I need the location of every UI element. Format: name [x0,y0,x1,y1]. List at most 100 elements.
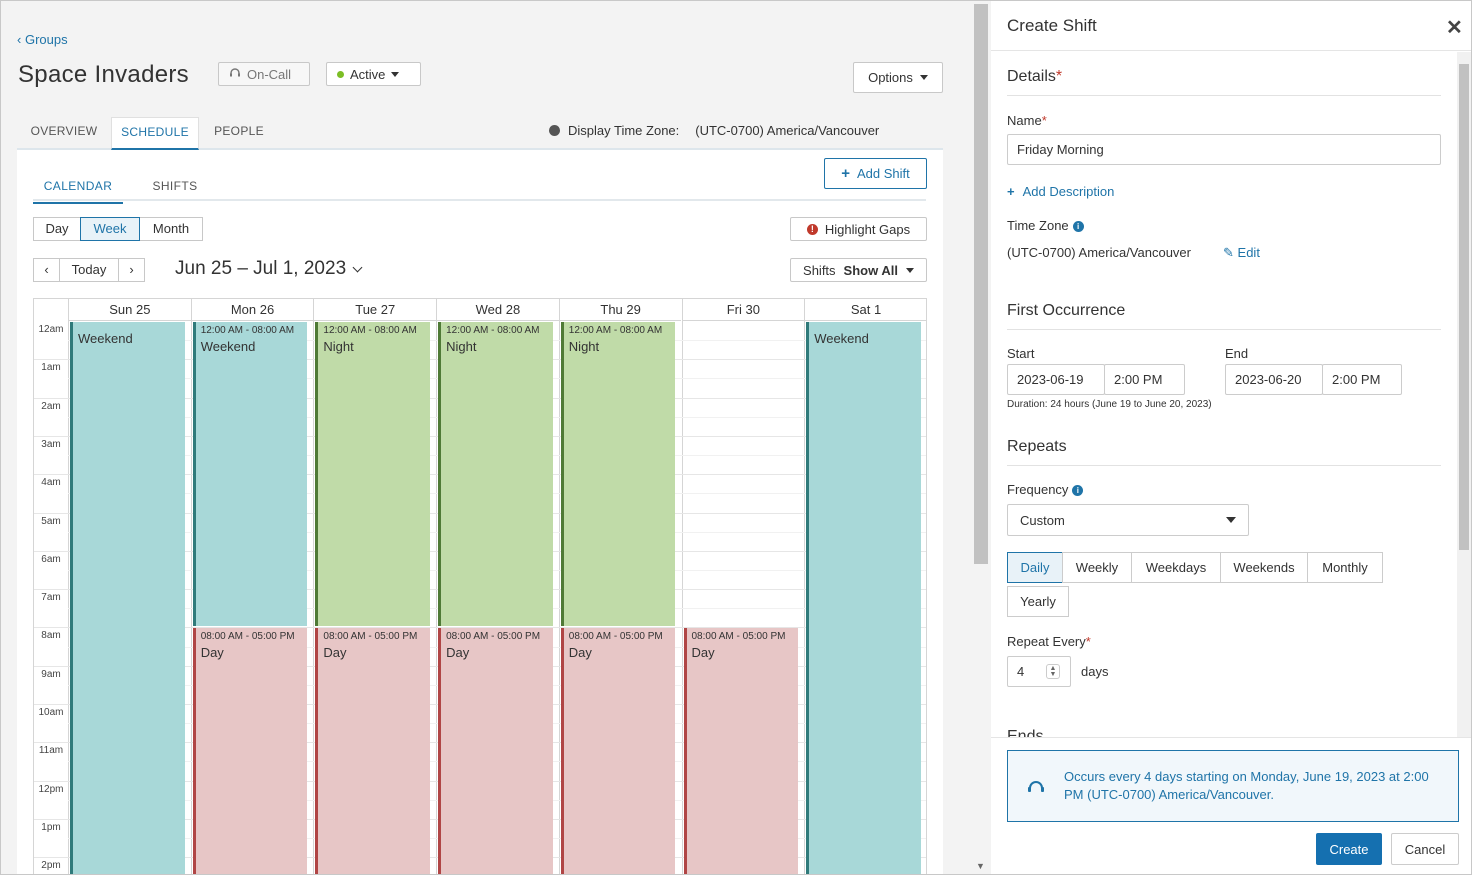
page-scrollbar[interactable]: ▼ [971,1,991,874]
shift-event[interactable]: 08:00 AM - 05:00 PM Day [438,628,553,874]
create-button[interactable]: Create [1316,833,1382,865]
day-divider [804,321,806,874]
drawer-form: Details* Name* Friday Morning + Add Descr… [991,52,1457,737]
name-label: Name* [1007,113,1047,128]
date-range-label: Jun 25 – Jul 1, 2023 [175,258,347,279]
highlight-gaps-button[interactable]: ! Highlight Gaps [790,217,927,241]
shift-event-time: 12:00 AM - 08:00 AM [568,325,663,336]
repeat-weekends-button[interactable]: Weekends [1220,552,1308,583]
today-button[interactable]: Today [59,258,119,282]
prev-week-button[interactable]: ‹ [33,258,60,282]
info-icon[interactable]: i [1072,221,1084,233]
hour-label: 1pm [41,821,61,833]
tab-overview[interactable]: OVERVIEW [30,124,98,138]
repeat-monthly-button[interactable]: Monthly [1307,552,1383,583]
shift-event[interactable]: 08:00 AM - 05:00 PM Day [560,628,676,874]
shifts-filter-value: Show All [843,262,898,278]
options-button[interactable]: Options [853,62,943,93]
recurrence-icon [1028,781,1044,792]
hour-label: 5am [41,515,61,527]
drawer-header: Create Shift ✕ [991,1,1471,51]
timezone-field-label-text: Time Zone [1007,218,1069,233]
start-date-input[interactable]: 2023-06-19 [1007,364,1105,395]
shifts-filter-label: Shifts [803,262,836,278]
repeat-unit-label: days [1081,664,1109,679]
breadcrumb-label: Groups [24,32,68,47]
caret-down-icon [1226,517,1236,523]
day-header: Tue 27 [313,299,437,321]
repeat-every-label: Repeat Every* [1007,634,1091,649]
repeat-daily-button[interactable]: Daily [1007,552,1063,583]
shift-event[interactable]: 08:00 AM - 05:00 PM Day [192,628,308,874]
tab-schedule[interactable]: SCHEDULE [111,117,199,150]
repeat-every-stepper[interactable]: 4 ▲ ▼ [1007,656,1071,687]
shift-event-time: 08:00 AM - 05:00 PM [200,631,295,643]
page-scrollbar-thumb[interactable] [974,4,988,564]
shift-event[interactable]: 12:00 AM - 08:00 AM Night [438,322,553,627]
status-dot-icon [337,70,344,78]
drawer-scrollbar[interactable] [1457,52,1471,737]
hour-label: 11am [38,745,64,757]
view-day-button[interactable]: Day [33,217,81,241]
add-description-link[interactable]: + Add Description [1007,184,1114,199]
shift-event[interactable]: 08:00 AM - 05:00 PM Day [315,628,431,874]
shifts-filter-dropdown[interactable]: Shifts Show All [790,258,927,282]
status-dropdown[interactable]: Active [326,62,421,86]
view-mode-toggle: Day Week Month [33,217,203,241]
cancel-button[interactable]: Cancel [1391,833,1459,865]
hour-label: 12am [38,324,64,335]
tab-people[interactable]: PEOPLE [214,124,264,138]
shift-event[interactable]: Weekend [70,322,185,874]
end-time-input[interactable]: 2:00 PM [1322,364,1402,395]
hour-gridline [34,627,926,629]
stepper-arrows-icon[interactable]: ▲ ▼ [1046,664,1060,679]
start-time-input[interactable]: 2:00 PM [1104,364,1185,395]
next-week-button[interactable]: › [118,258,145,282]
recurrence-summary-text: Occurs every 4 days starting on Monday, … [1064,769,1429,802]
subtab-shifts[interactable]: SHIFTS [152,179,198,193]
repeat-yearly-button[interactable]: Yearly [1007,586,1069,617]
edit-label: Edit [1237,245,1260,260]
day-divider [190,321,192,874]
day-divider [436,321,438,874]
drawer-scrollbar-thumb[interactable] [1459,64,1469,550]
breadcrumb-groups[interactable]: ‹ Groups [17,32,68,47]
week-calendar: Sun 25 Mon 26 Tue 27 Wed 28 Thu 29 Fri 30 Sat … [33,298,927,874]
status-label: Active [350,66,386,82]
hour-label: 2am [41,400,61,412]
shift-event-name: Day [200,645,224,661]
edit-timezone-link[interactable]: ✎ Edit [1223,245,1260,261]
shift-event[interactable]: 12:00 AM - 08:00 AM Weekend [192,322,308,627]
shift-event-name: Night [446,339,477,354]
view-week-button[interactable]: Week [80,217,140,241]
repeat-weekdays-button[interactable]: Weekdays [1131,552,1221,583]
frequency-select[interactable]: Custom [1007,504,1249,536]
shift-event-time: 08:00 AM - 05:00 PM [568,631,663,643]
info-icon[interactable]: i [1072,485,1084,497]
shift-event-name: Weekend [200,339,256,354]
name-label-text: Name [1007,113,1042,128]
frequency-label-text: Frequency [1007,482,1069,497]
shift-event-time: 12:00 AM - 08:00 AM [200,325,295,336]
close-icon[interactable]: ✕ [1446,17,1463,39]
name-field[interactable]: Friday Morning [1007,134,1441,165]
hour-label: 4am [41,477,61,489]
timezone-value: (UTC-0700) America/Vancouver [695,123,880,138]
shift-event[interactable]: 08:00 AM - 05:00 PM Day [683,628,799,874]
oncall-button[interactable]: On-Call [218,62,310,86]
add-shift-button[interactable]: + Add Shift [824,158,927,189]
repeat-weekly-button[interactable]: Weekly [1062,552,1132,583]
repeat-every-value: 4 [1017,664,1025,679]
shift-event[interactable]: 12:00 AM - 08:00 AM Night [560,322,676,627]
end-date-input[interactable]: 2023-06-20 [1225,364,1323,395]
display-timezone: Display Time Zone: (UTC-0700) America/Va… [549,123,879,138]
first-occurrence-heading: First Occurrence [1007,302,1441,330]
shift-event[interactable]: 12:00 AM - 08:00 AM Night [315,322,431,627]
view-month-button[interactable]: Month [139,217,203,241]
subtab-calendar[interactable]: CALENDAR [33,170,123,204]
date-range-picker[interactable]: Jun 25 – Jul 1, 2023 [175,258,363,280]
add-description-label: Add Description [1022,184,1115,199]
scroll-down-arrow-icon[interactable]: ▼ [976,861,985,871]
shift-event[interactable]: Weekend [806,322,921,874]
